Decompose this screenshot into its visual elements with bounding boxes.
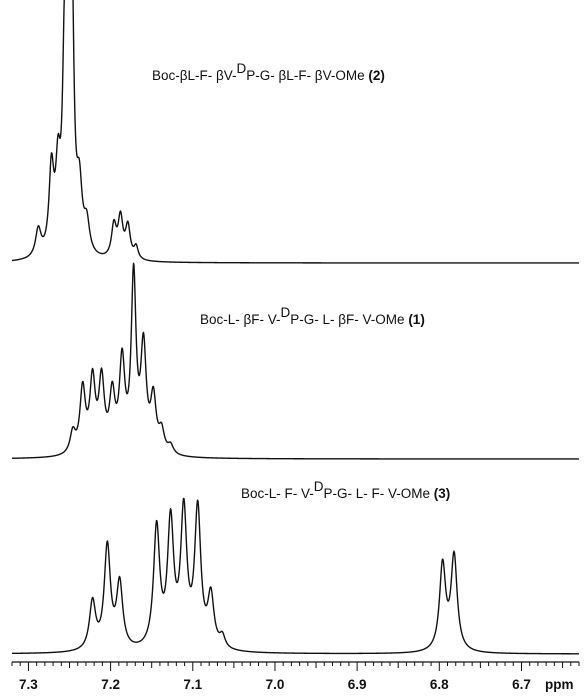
spectrum-label-3: Boc-L- F- V-DP-G- L- F- V-OMe (3) (241, 479, 450, 502)
spectrum-label-number: (3) (434, 486, 451, 501)
spectrum-label-suffix: P-G- L- βF- V-OMe (290, 312, 408, 327)
spectrum-label-superscript: D (281, 305, 291, 320)
x-tick-label: 6.8 (430, 677, 449, 692)
spectrum-label-2: Boc-L- βF- V-DP-G- L- βF- V-OMe (1) (200, 305, 425, 328)
x-axis: 7.3 7.2 7.1 7.0 6.9 6.8 6.7 ppm (11, 661, 580, 692)
x-axis-ticks: 7.3 7.2 7.1 7.0 6.9 6.8 6.7 (11, 662, 580, 692)
spectrum-label-superscript: D (237, 61, 247, 76)
x-axis-title: ppm (545, 677, 574, 692)
x-tick-label: 7.3 (19, 677, 38, 692)
spectrum-label-prefix: Boc-L- F- V- (241, 486, 314, 501)
spectrum-label-superscript: D (314, 479, 324, 494)
spectrum-label-suffix: P-G- βL-F- βV-OMe (246, 68, 368, 83)
spectrum-label-number: (2) (368, 68, 385, 83)
spectrum-labels: Boc-βL-F- βV-DP-G- βL-F- βV-OMe (2)Boc-L… (152, 61, 450, 502)
spectrum-label-suffix: P-G- L- F- V-OMe (324, 486, 434, 501)
spectrum-traces (11, 0, 580, 655)
x-tick-label: 7.2 (101, 677, 120, 692)
spectrum-label-prefix: Boc-L- βF- V- (200, 312, 281, 327)
spectrum-label-prefix: Boc-βL-F- βV- (152, 68, 237, 83)
spectrum-trace-2 (11, 262, 580, 460)
x-tick-label: 7.0 (266, 677, 285, 692)
x-tick-label: 7.1 (183, 677, 202, 692)
spectrum-trace-1 (11, 0, 580, 264)
x-tick-label: 6.9 (348, 677, 367, 692)
spectrum-label-1: Boc-βL-F- βV-DP-G- βL-F- βV-OMe (2) (152, 61, 385, 84)
x-tick-label: 6.7 (512, 677, 531, 692)
spectrum-trace-3 (11, 497, 580, 655)
spectrum-label-number: (1) (408, 312, 425, 327)
